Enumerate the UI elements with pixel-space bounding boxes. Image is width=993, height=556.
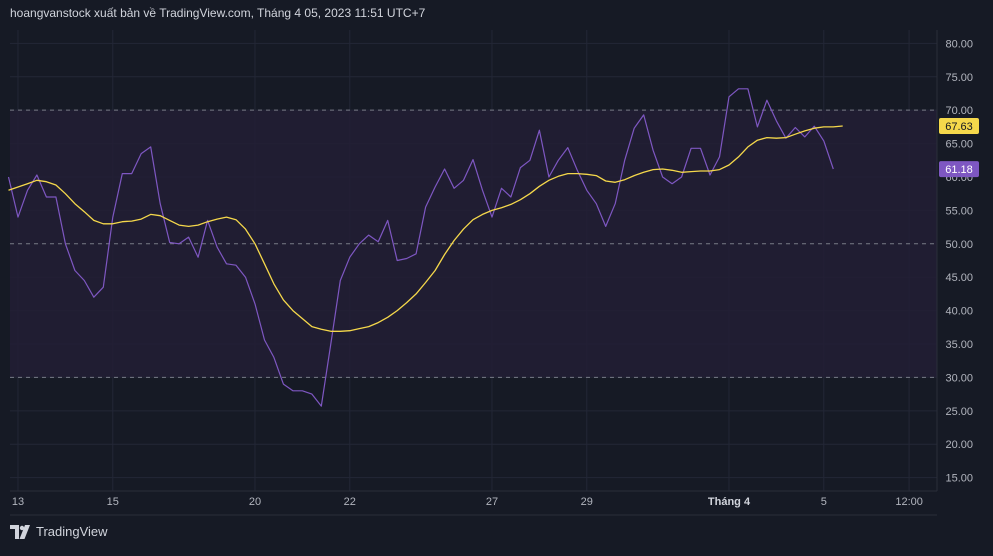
footer-brand[interactable]: TradingView	[10, 524, 108, 539]
y-tick-label: 25.00	[945, 406, 973, 418]
x-tick-label: 27	[486, 496, 498, 508]
y-tick-label: 45.00	[945, 272, 973, 284]
x-tick-label: 29	[581, 496, 593, 508]
y-tick-label: 40.00	[945, 306, 973, 318]
x-tick-label: 5	[821, 496, 827, 508]
y-tick-label: 75.00	[945, 72, 973, 84]
x-tick-label: 12:00	[895, 496, 923, 508]
rsi-line	[7, 88, 834, 407]
y-tick-label: 30.00	[945, 372, 973, 384]
x-tick-label: 15	[107, 496, 119, 508]
ma-last-value-badge	[939, 118, 979, 135]
y-tick-label: 55.00	[945, 205, 973, 217]
y-tick-label: 35.00	[945, 339, 973, 351]
rsi-last-value-text: 61.18	[945, 164, 973, 176]
ma-line	[8, 125, 843, 332]
ma-last-value-text: 67.63	[945, 121, 973, 133]
time-axis: 13 15 20 22 27 29 Tháng 4 5 12:00	[12, 496, 923, 508]
y-tick-label: 65.00	[945, 139, 973, 151]
y-tick-label: 80.00	[945, 38, 973, 50]
y-tick-label: 50.00	[945, 239, 973, 251]
last-value-badges: 67.63 61.18	[939, 118, 979, 178]
series-layer	[7, 88, 843, 407]
y-tick-label: 70.00	[945, 105, 973, 117]
x-tick-label: Tháng 4	[708, 496, 751, 508]
level-lines	[10, 109, 937, 378]
tradingview-wordmark: TradingView	[36, 524, 108, 539]
rsi-last-value-badge	[939, 161, 979, 178]
published-caption: hoangvanstock xuất bản về TradingView.co…	[10, 6, 426, 20]
y-tick-label: 15.00	[945, 473, 973, 485]
tradingview-logo-icon	[10, 524, 30, 539]
y-tick-label: 20.00	[945, 439, 973, 451]
x-tick-label: 13	[12, 496, 24, 508]
x-tick-label: 20	[249, 496, 261, 508]
price-axis: 80.0075.0070.0065.0060.0055.0050.0045.00…	[945, 38, 973, 484]
x-tick-label: 22	[344, 496, 356, 508]
